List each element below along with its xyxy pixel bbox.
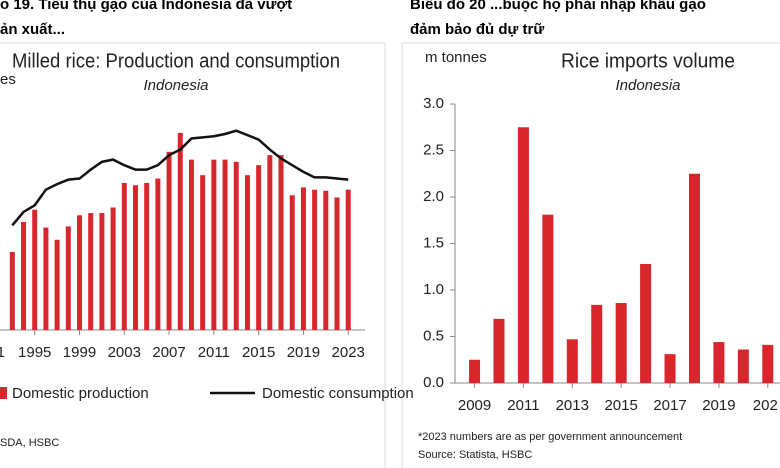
x-tick-label: 2011 bbox=[198, 344, 230, 361]
x-tick-label: 1999 bbox=[63, 344, 96, 361]
x-tick-label: 2019 bbox=[702, 397, 735, 414]
bar bbox=[640, 263, 652, 383]
bar bbox=[54, 239, 60, 330]
y-tick-label: 3.0 bbox=[423, 95, 444, 112]
line bbox=[11, 129, 349, 227]
x-tick-label: 2007 bbox=[152, 344, 185, 361]
x-tick-label: 2009 bbox=[458, 397, 491, 414]
bar bbox=[300, 187, 306, 330]
x-tick-label: 2013 bbox=[556, 397, 589, 414]
bar bbox=[256, 165, 262, 330]
bar bbox=[289, 195, 295, 330]
bar bbox=[211, 159, 217, 330]
y-tick-label: 2.5 bbox=[423, 141, 444, 158]
source: SDA, HSBC bbox=[0, 437, 59, 449]
x-tick-label: 2003 bbox=[108, 344, 141, 361]
bar bbox=[166, 151, 172, 330]
legend-label: Domestic consumption bbox=[262, 385, 414, 402]
bar bbox=[737, 349, 749, 383]
bar bbox=[155, 178, 161, 330]
y-tick-label: 1.0 bbox=[423, 281, 444, 298]
bar bbox=[222, 159, 228, 330]
caption: đảm bảo đủ dự trữ bbox=[410, 21, 544, 38]
bar bbox=[688, 173, 700, 383]
bar bbox=[334, 197, 340, 330]
y-axis-label: es bbox=[0, 71, 16, 88]
bar bbox=[267, 155, 273, 330]
bar bbox=[345, 189, 351, 330]
bar bbox=[244, 175, 250, 330]
y-tick-label: 0.0 bbox=[423, 374, 444, 391]
bar bbox=[88, 213, 94, 330]
bar bbox=[566, 339, 578, 383]
bar bbox=[517, 127, 529, 383]
note: *2023 numbers are as per government anno… bbox=[418, 431, 682, 443]
bar bbox=[21, 221, 27, 330]
bar bbox=[615, 303, 627, 383]
left-panel bbox=[0, 42, 386, 468]
right-panel bbox=[401, 42, 780, 468]
x-tick-label: 2019 bbox=[287, 344, 320, 361]
y-tick-label: 1.5 bbox=[423, 234, 444, 251]
bar bbox=[469, 359, 481, 383]
bar bbox=[177, 132, 183, 330]
bar bbox=[110, 207, 116, 330]
bar bbox=[493, 318, 505, 383]
bar bbox=[312, 189, 318, 330]
bar bbox=[32, 209, 38, 330]
bar bbox=[713, 342, 725, 383]
bar bbox=[762, 344, 774, 383]
caption: Biểu đồ 20 ...buộc họ phải nhập khẩu gạo bbox=[410, 0, 706, 13]
caption: o 19. Tiêu thụ gạo của Indonesia đã vượt bbox=[0, 0, 292, 13]
bar bbox=[65, 226, 71, 330]
bar bbox=[323, 190, 329, 330]
x-tick-label: 1995 bbox=[18, 344, 51, 361]
bar bbox=[144, 183, 150, 330]
chart-title: Milled rice: Production and consumption bbox=[12, 50, 340, 72]
y-tick-label: 0.5 bbox=[423, 327, 444, 344]
bar bbox=[233, 161, 239, 330]
bar bbox=[132, 185, 138, 330]
bar bbox=[99, 213, 105, 330]
bar bbox=[76, 215, 82, 330]
bar bbox=[278, 155, 284, 330]
legend-swatch bbox=[0, 387, 7, 399]
bar bbox=[664, 354, 676, 383]
x-tick-label: 202 bbox=[753, 397, 778, 414]
legend-label: Domestic production bbox=[12, 385, 149, 402]
x-tick-label: 2015 bbox=[242, 344, 275, 361]
x-tick-label: 2023 bbox=[332, 344, 365, 361]
bar bbox=[591, 304, 603, 383]
x-tick-label: 1 bbox=[0, 344, 5, 361]
y-tick-label: 2.0 bbox=[423, 188, 444, 205]
chart-subtitle: Indonesia bbox=[143, 77, 208, 94]
chart-subtitle: Indonesia bbox=[615, 77, 680, 94]
x-tick-label: 2017 bbox=[653, 397, 686, 414]
x-tick-label: 2015 bbox=[604, 397, 637, 414]
x-tick-label: 2011 bbox=[507, 397, 539, 414]
y-axis-label: m tonnes bbox=[425, 49, 487, 66]
bar bbox=[200, 175, 206, 330]
caption: ản xuất... bbox=[0, 21, 65, 38]
bar bbox=[542, 214, 554, 383]
source: Source: Statista, HSBC bbox=[418, 449, 532, 461]
bar bbox=[9, 252, 15, 330]
bar bbox=[43, 227, 49, 330]
bar bbox=[121, 183, 127, 330]
bar bbox=[188, 159, 194, 330]
chart-title: Rice imports volume bbox=[561, 50, 735, 72]
